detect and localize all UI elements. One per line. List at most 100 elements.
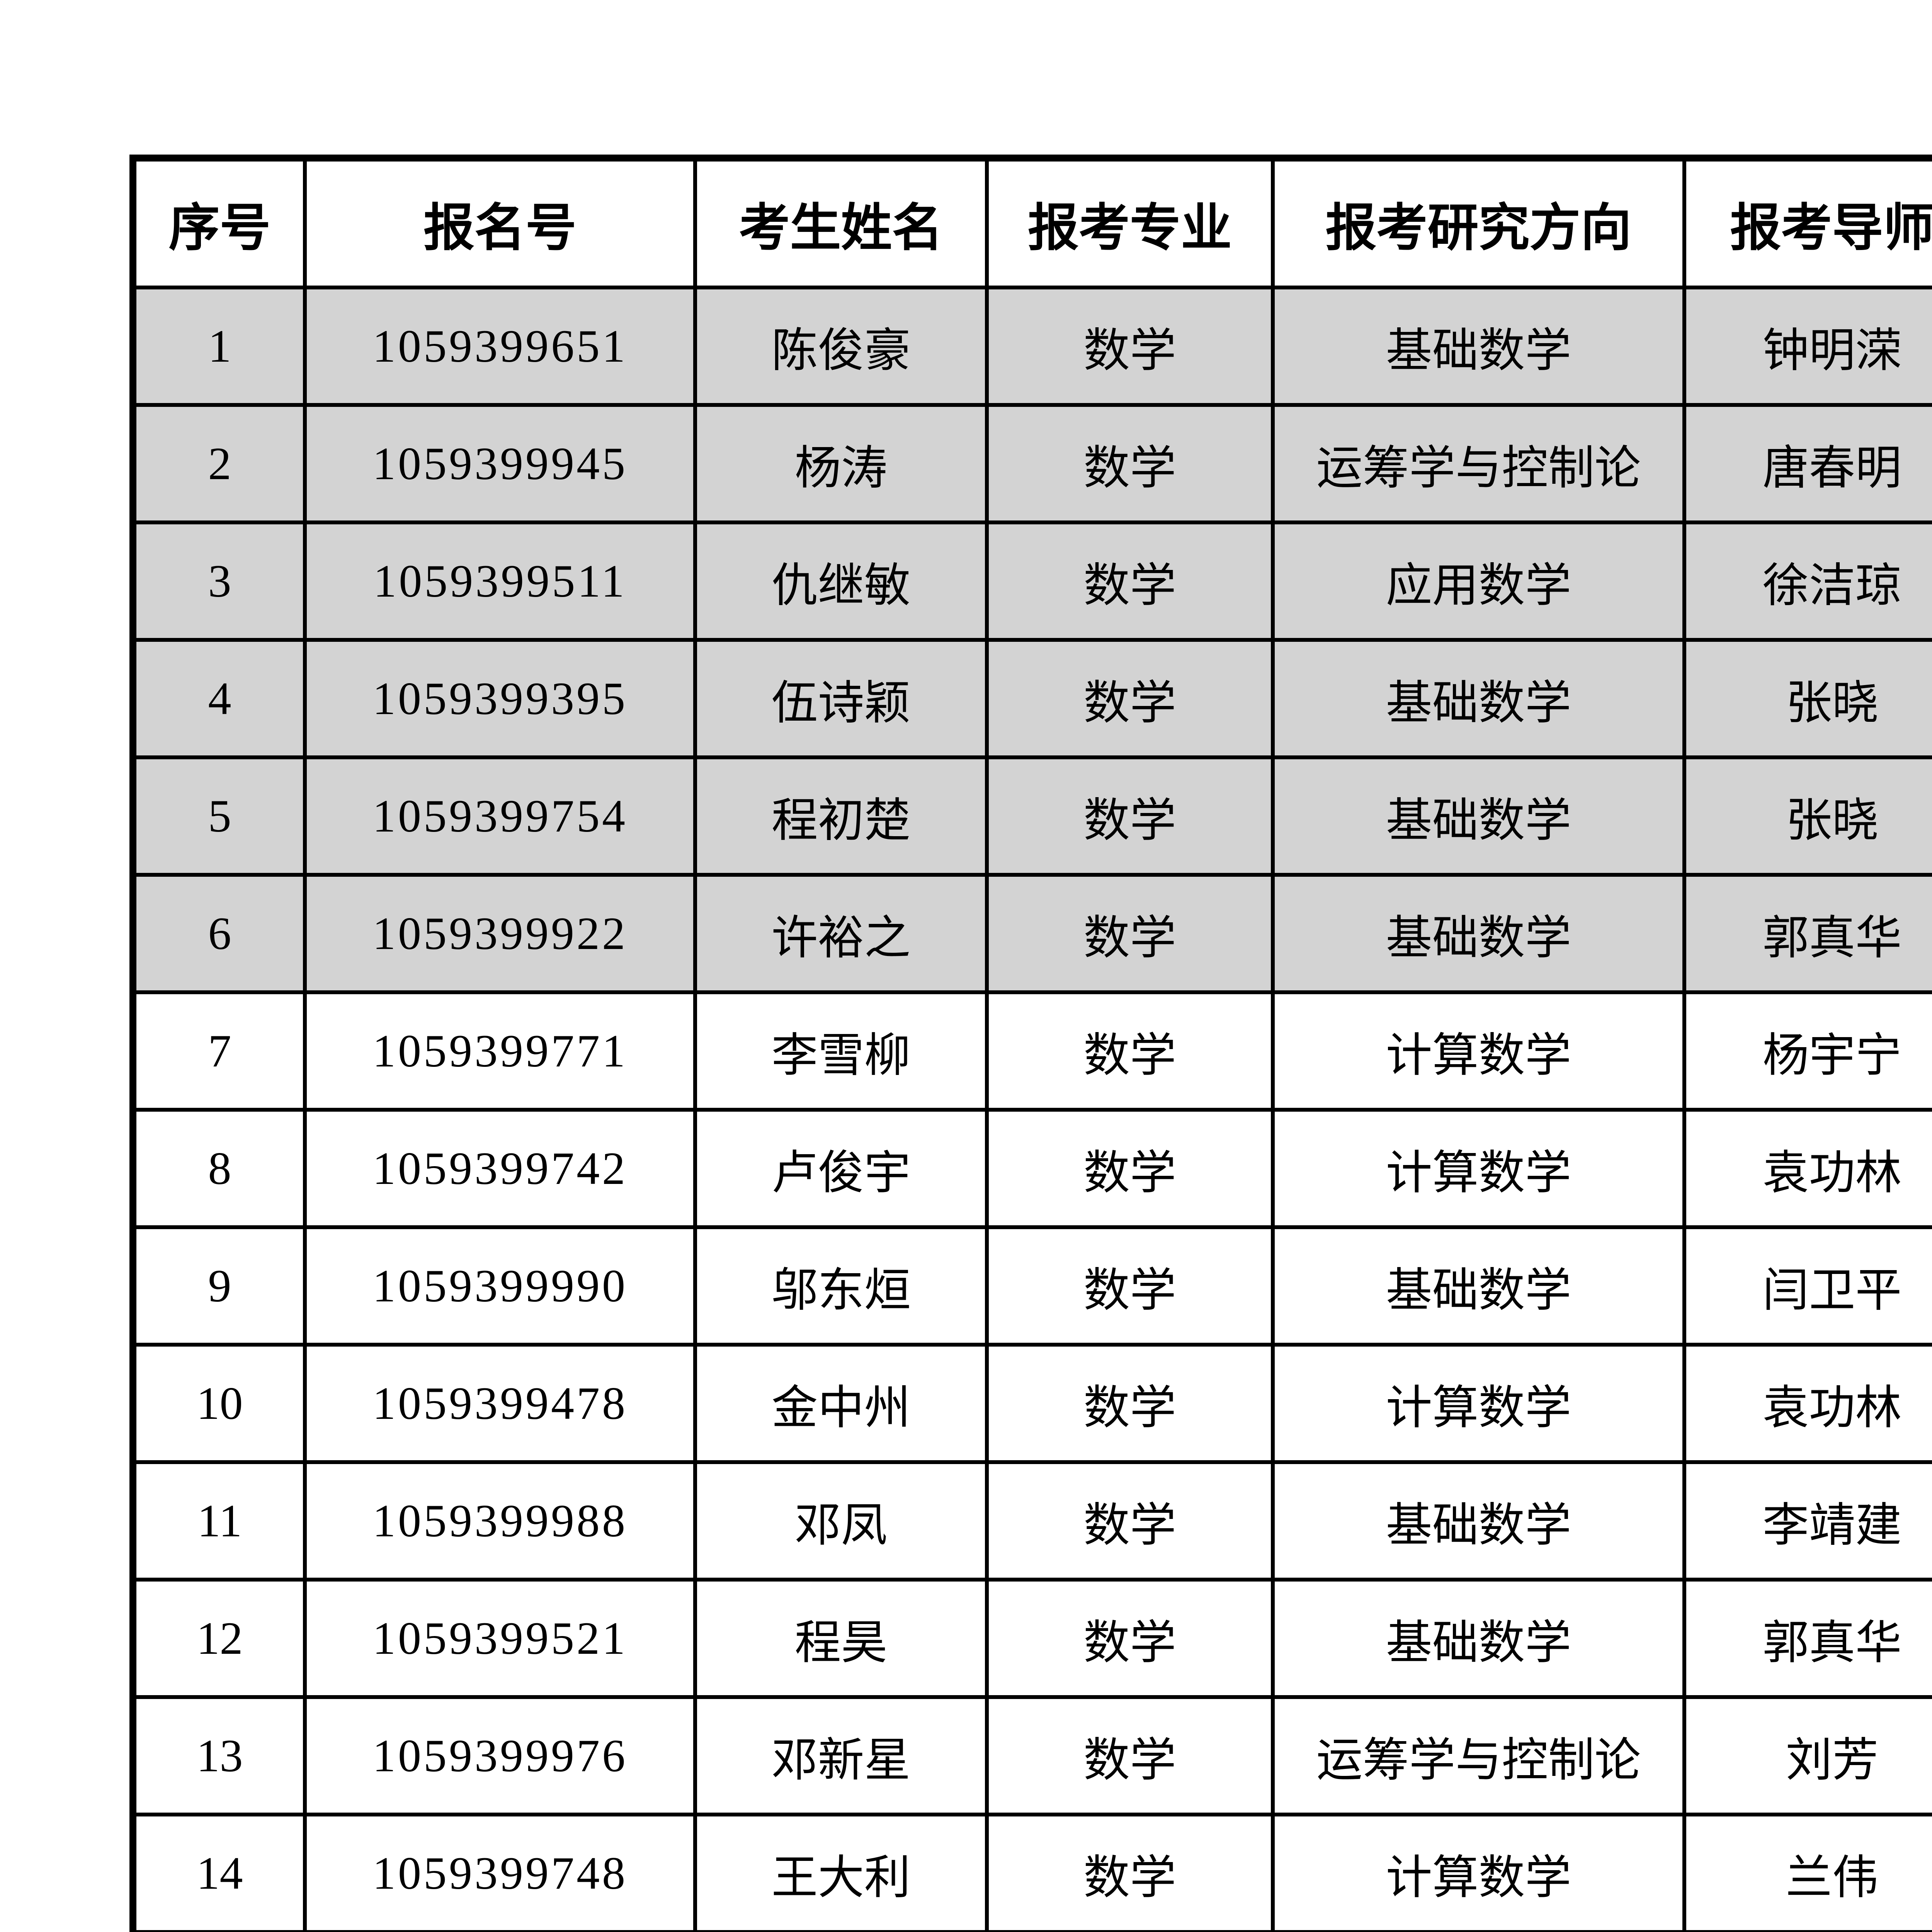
table-row: 121059399521程昊数学基础数学郭真华申请考核84.20	[131, 1578, 1932, 1699]
cell: 运筹学与控制论	[1271, 1695, 1686, 1816]
cell: 3	[131, 520, 307, 642]
cell: 1059399945	[303, 403, 697, 524]
table-row: 21059399945杨涛数学运筹学与控制论唐春明硕博连读86.00	[131, 403, 1932, 524]
table-row: 41059399395伍诗颖数学基础数学张晓硕博连读84.00	[131, 638, 1932, 759]
cell: 1059399771	[303, 990, 697, 1112]
cell: 基础数学	[1271, 873, 1686, 994]
cell: 基础数学	[1271, 1460, 1686, 1582]
cell: 李雪柳	[693, 990, 989, 1112]
table-row: 11059399651陈俊豪数学基础数学钟明溁硕博连读86.20	[131, 286, 1932, 407]
cell: 1059399990	[303, 1225, 697, 1347]
table-row: 101059399478金中州数学计算数学袁功林申请考核85.60	[131, 1343, 1932, 1464]
cell: 11	[131, 1460, 307, 1582]
cell: 刘芳	[1682, 1695, 1932, 1816]
cell: 郭真华	[1682, 873, 1932, 994]
table-row: 61059399922许裕之数学基础数学郭真华硕博连读65.80	[131, 873, 1932, 994]
cell: 杨涛	[693, 403, 989, 524]
cell: 1059399511	[303, 520, 697, 642]
table-header: 序号报名号考生姓名报考专业报考研究方向报考导师报考方式考核总成绩	[131, 156, 1932, 289]
cell: 6	[131, 873, 307, 994]
cell: 计算数学	[1271, 1343, 1686, 1464]
cell: 数学	[985, 1108, 1275, 1229]
cell: 邓新星	[693, 1695, 989, 1816]
cell: 数学	[985, 1695, 1275, 1816]
cell: 7	[131, 990, 307, 1112]
column-header-2: 考生姓名	[693, 156, 989, 289]
cell: 程初楚	[693, 755, 989, 877]
cell: 2	[131, 403, 307, 524]
cell: 王大利	[693, 1813, 989, 1932]
table-row: 81059399742卢俊宇数学计算数学袁功林申请考核88.20	[131, 1108, 1932, 1229]
cell: 13	[131, 1695, 307, 1816]
table-row: 91059399990邬东烜数学基础数学闫卫平申请考核87.20	[131, 1225, 1932, 1347]
table-row: 131059399976邓新星数学运筹学与控制论刘芳申请考核84.00	[131, 1695, 1932, 1816]
cell: 数学	[985, 638, 1275, 759]
cell: 程昊	[693, 1578, 989, 1699]
cell: 杨宇宁	[1682, 990, 1932, 1112]
column-header-3: 报考专业	[985, 156, 1275, 289]
cell: 应用数学	[1271, 520, 1686, 642]
table-row: 111059399988邓凤数学基础数学李靖建申请考核85.00	[131, 1460, 1932, 1582]
cell: 1059399988	[303, 1460, 697, 1582]
cell: 邓凤	[693, 1460, 989, 1582]
cell: 数学	[985, 990, 1275, 1112]
cell: 张晓	[1682, 755, 1932, 877]
results-table: 序号报名号考生姓名报考专业报考研究方向报考导师报考方式考核总成绩 1105939…	[129, 155, 1932, 1932]
cell: 金中州	[693, 1343, 989, 1464]
cell: 基础数学	[1271, 1578, 1686, 1699]
cell: 1059399651	[303, 286, 697, 407]
cell: 数学	[985, 1813, 1275, 1932]
cell: 1059399478	[303, 1343, 697, 1464]
cell: 1059399748	[303, 1813, 697, 1932]
cell: 基础数学	[1271, 1225, 1686, 1347]
cell: 李靖建	[1682, 1460, 1932, 1582]
cell: 1059399754	[303, 755, 697, 877]
cell: 14	[131, 1813, 307, 1932]
cell: 兰伟	[1682, 1813, 1932, 1932]
cell: 数学	[985, 1343, 1275, 1464]
cell: 数学	[985, 403, 1275, 524]
cell: 运筹学与控制论	[1271, 403, 1686, 524]
cell: 数学	[985, 1225, 1275, 1347]
cell: 数学	[985, 1578, 1275, 1699]
cell: 张晓	[1682, 638, 1932, 759]
column-header-5: 报考导师	[1682, 156, 1932, 289]
cell: 数学	[985, 1460, 1275, 1582]
table-row: 141059399748王大利数学计算数学兰伟申请考核83.20	[131, 1813, 1932, 1932]
cell: 基础数学	[1271, 755, 1686, 877]
cell: 4	[131, 638, 307, 759]
cell: 闫卫平	[1682, 1225, 1932, 1347]
column-header-0: 序号	[131, 156, 307, 289]
column-header-4: 报考研究方向	[1271, 156, 1686, 289]
table-row: 31059399511仇继敏数学应用数学徐洁琼硕博连读84.40	[131, 520, 1932, 642]
column-header-1: 报名号	[303, 156, 697, 289]
cell: 10	[131, 1343, 307, 1464]
cell: 8	[131, 1108, 307, 1229]
cell: 数学	[985, 520, 1275, 642]
cell: 仇继敏	[693, 520, 989, 642]
cell: 钟明溁	[1682, 286, 1932, 407]
cell: 徐洁琼	[1682, 520, 1932, 642]
cell: 唐春明	[1682, 403, 1932, 524]
cell: 袁功林	[1682, 1108, 1932, 1229]
cell: 数学	[985, 755, 1275, 877]
cell: 5	[131, 755, 307, 877]
cell: 许裕之	[693, 873, 989, 994]
cell: 郭真华	[1682, 1578, 1932, 1699]
table-row: 71059399771李雪柳数学计算数学杨宇宁申请考核89.80	[131, 990, 1932, 1112]
cell: 数学	[985, 873, 1275, 994]
cell: 伍诗颖	[693, 638, 989, 759]
cell: 1059399976	[303, 1695, 697, 1816]
cell: 12	[131, 1578, 307, 1699]
cell: 1059399521	[303, 1578, 697, 1699]
cell: 1059399395	[303, 638, 697, 759]
cell: 陈俊豪	[693, 286, 989, 407]
cell: 卢俊宇	[693, 1108, 989, 1229]
table-body: 11059399651陈俊豪数学基础数学钟明溁硕博连读86.2021059399…	[131, 286, 1932, 1932]
header-row: 序号报名号考生姓名报考专业报考研究方向报考导师报考方式考核总成绩	[131, 156, 1932, 289]
cell: 计算数学	[1271, 1813, 1686, 1932]
cell: 1059399742	[303, 1108, 697, 1229]
cell: 1	[131, 286, 307, 407]
